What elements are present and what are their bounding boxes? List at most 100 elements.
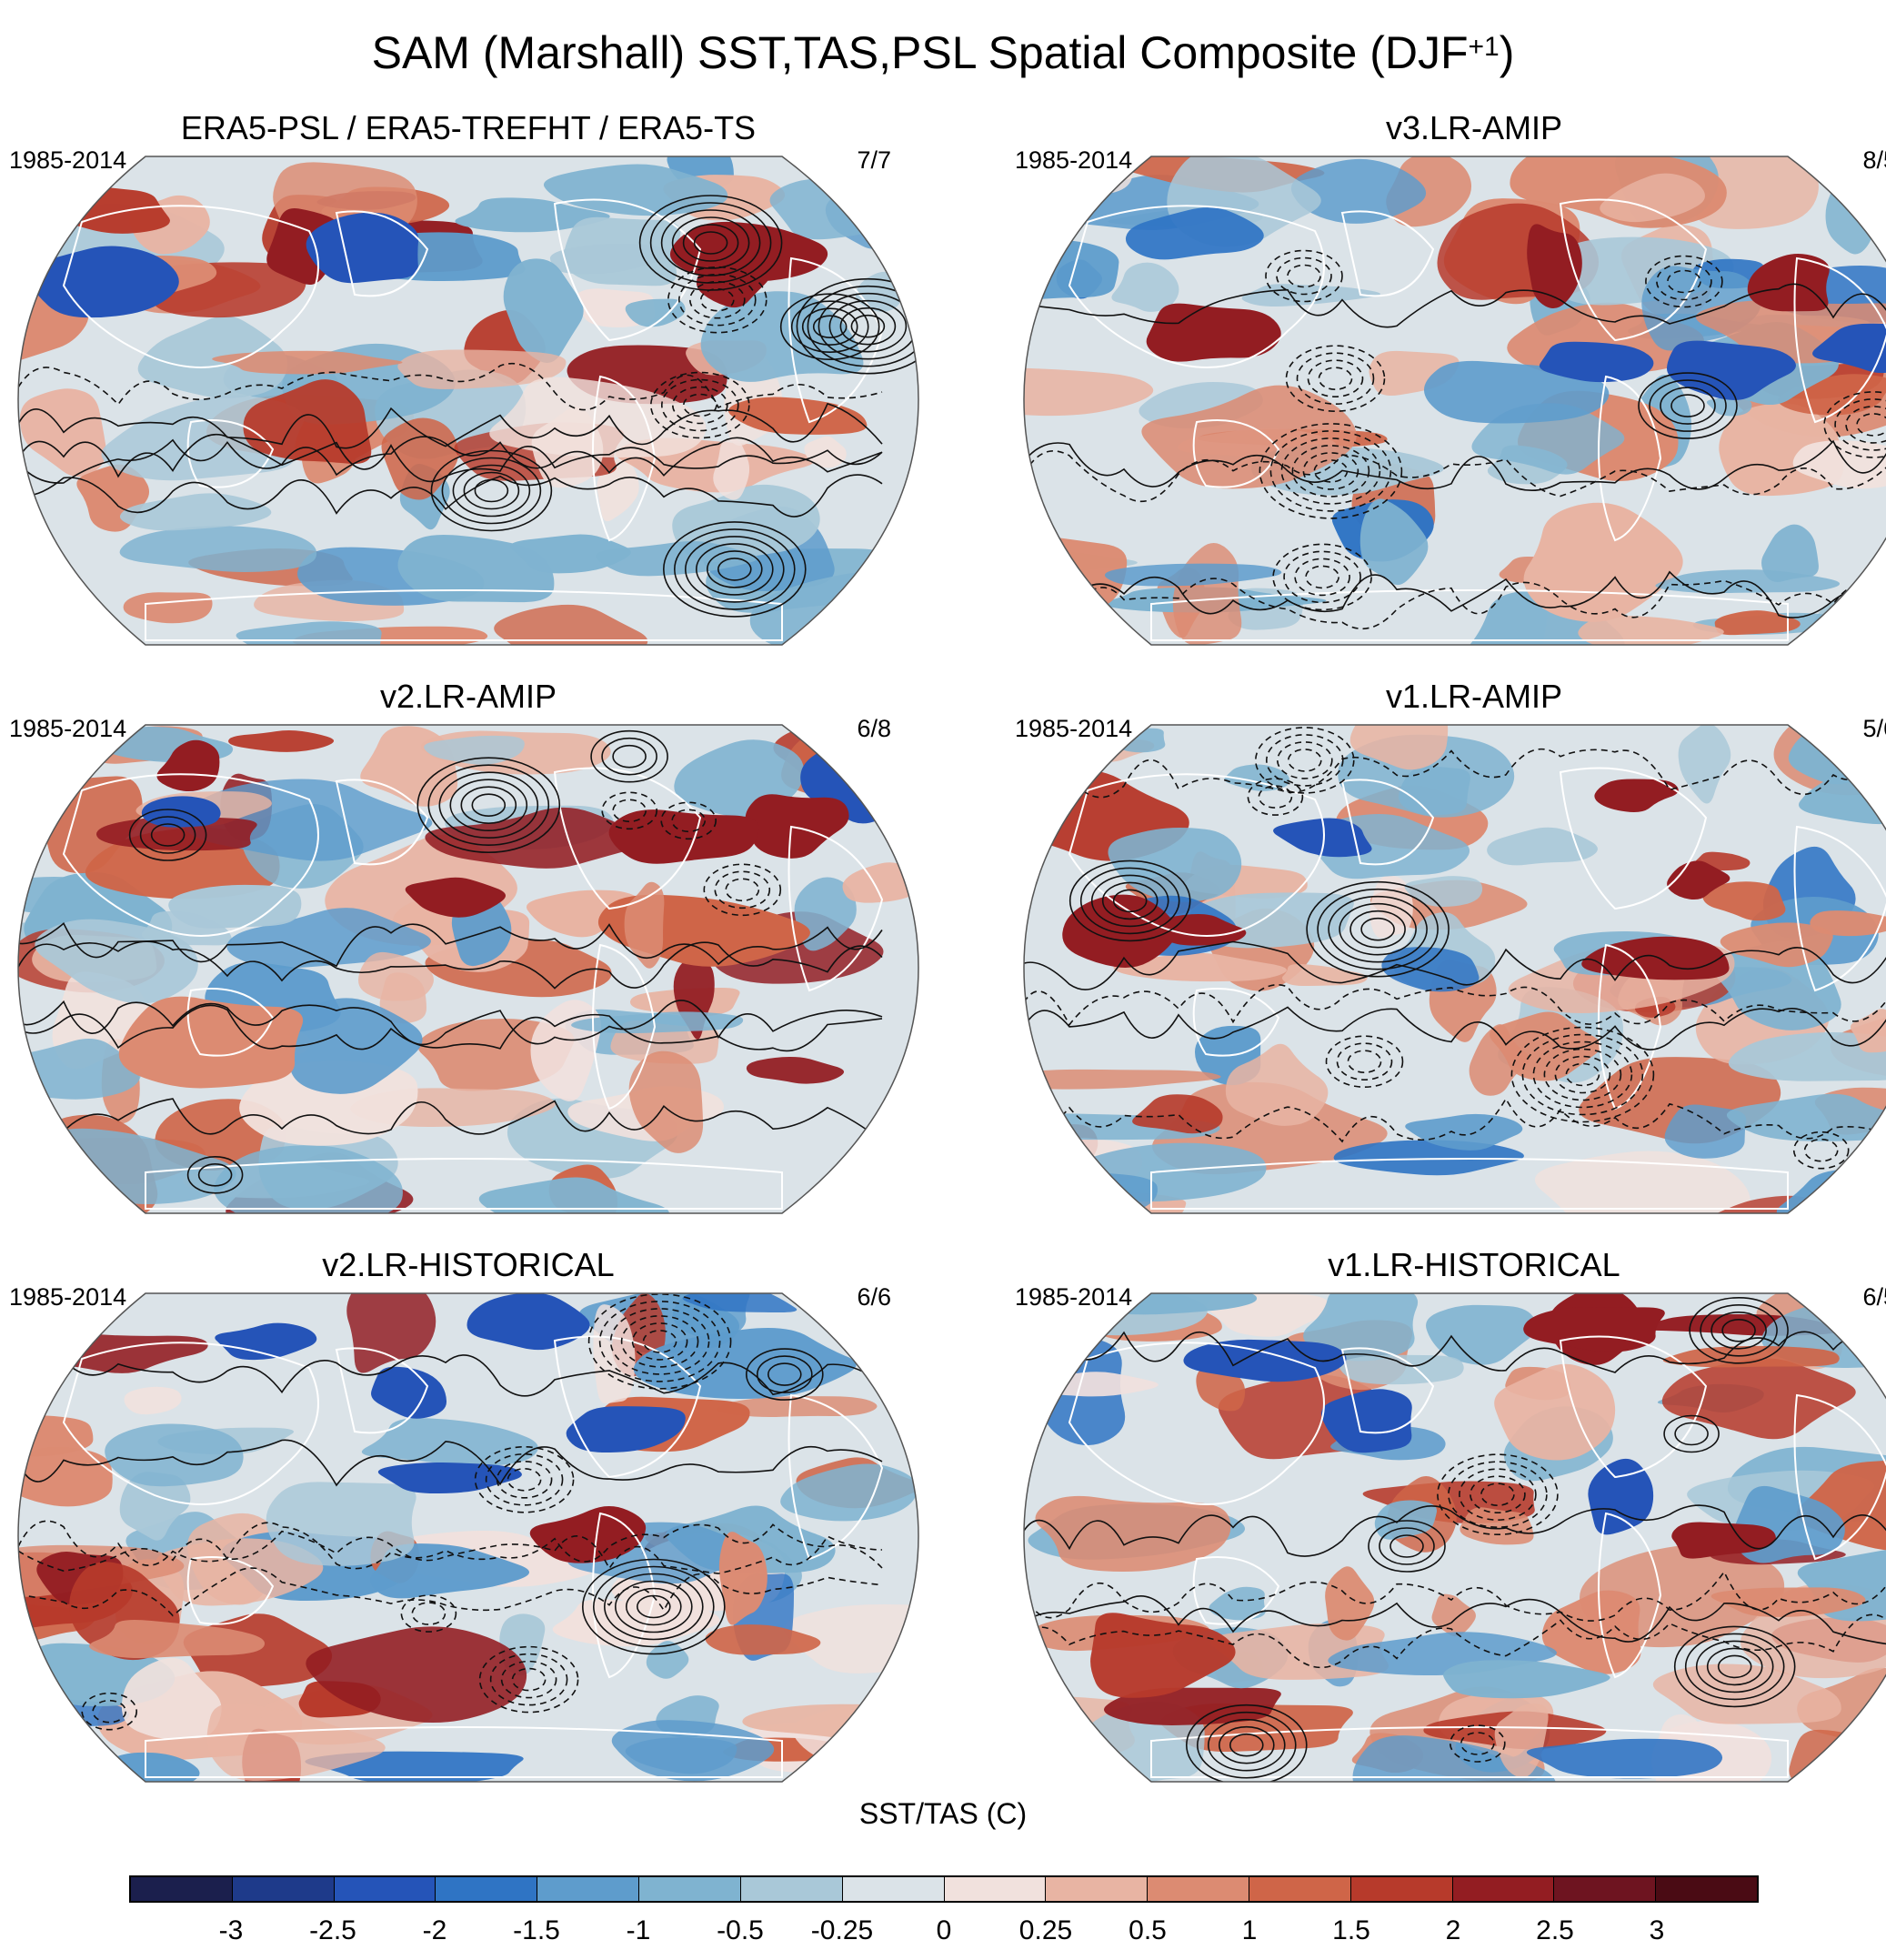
psl-contour-negative	[1269, 430, 1392, 512]
psl-contour-positive	[416, 757, 561, 853]
anomaly-region	[105, 1423, 244, 1487]
psl-contour-positive	[438, 771, 539, 839]
psl-contour	[1024, 570, 1886, 618]
map-border	[17, 724, 919, 1214]
psl-contour	[18, 402, 883, 449]
psl-contour-positive	[790, 300, 869, 353]
colorbar-tick-label: -1.5	[513, 1915, 560, 1945]
panel-title: v1.LR-HISTORICAL	[1328, 1246, 1620, 1283]
strong-anomaly-region	[306, 212, 419, 284]
psl-contour-negative	[714, 870, 771, 910]
psl-contour	[18, 362, 883, 411]
psl-contour-negative	[1656, 262, 1712, 301]
psl-contour-negative	[1265, 249, 1343, 303]
anomaly-region	[746, 1056, 845, 1084]
psl-contour-positive	[649, 202, 772, 284]
psl-contour-positive	[801, 307, 858, 346]
psl-contour-positive	[603, 1573, 704, 1641]
anomaly-region	[212, 350, 403, 375]
coastline	[1340, 1347, 1435, 1434]
psl-contour-positive	[625, 1587, 682, 1626]
strong-anomaly-region	[25, 246, 179, 318]
global-map	[1023, 1292, 1886, 1783]
colorbar-tick-label: 0	[936, 1915, 952, 1945]
psl-contour-negative	[1305, 565, 1339, 589]
psl-contour	[18, 1098, 883, 1143]
anomaly-region	[1374, 1500, 1438, 1540]
psl-contour-positive	[756, 1355, 813, 1393]
psl-contour-positive	[186, 1155, 244, 1194]
map-border	[1023, 156, 1886, 646]
psl-contour-negative	[1283, 550, 1361, 604]
psl-contour-negative	[1294, 558, 1350, 597]
psl-contour-positive	[449, 779, 528, 831]
anomaly-region	[828, 156, 918, 189]
psl-contour-negative	[1307, 359, 1364, 397]
psl-contour-negative	[601, 791, 658, 830]
psl-contour	[1024, 1504, 1886, 1557]
anomaly-region	[119, 526, 317, 572]
panel-title: v2.LR-HISTORICAL	[322, 1246, 615, 1283]
anomaly-region	[1339, 1354, 1464, 1385]
anomaly-region	[155, 1538, 324, 1606]
psl-contour	[18, 1439, 883, 1487]
psl-contour-positive	[1717, 1654, 1752, 1679]
anomaly-region	[799, 1297, 918, 1321]
coastline	[1559, 1335, 1708, 1479]
coastline	[788, 825, 884, 992]
anomaly-region	[1113, 952, 1287, 982]
colorbar-box	[231, 1877, 334, 1901]
psl-contour	[1024, 1331, 1886, 1373]
colorbar-box	[435, 1877, 537, 1901]
psl-contour-negative	[642, 1330, 677, 1353]
map-panel-v1-amip: v1.LR-AMIP 1985-2014 5/6	[1015, 678, 1886, 1232]
anomaly-region	[1125, 207, 1264, 260]
anomaly-region	[1404, 876, 1483, 908]
coastline	[1150, 1158, 1789, 1210]
psl-contour-negative	[489, 1653, 568, 1706]
panel-years: 1985-2014	[9, 146, 127, 174]
psl-contour-positive	[1068, 859, 1191, 942]
panel-count: 7/7	[857, 146, 891, 174]
psl-contour-negative	[1521, 1033, 1644, 1116]
anomaly-region	[137, 316, 287, 398]
psl-contour	[18, 1000, 883, 1046]
anomaly-region	[1710, 941, 1841, 1030]
coastline	[145, 589, 783, 641]
panel-years: 1985-2014	[1015, 146, 1133, 174]
global-map	[1023, 156, 1886, 646]
psl-contour-positive	[460, 786, 517, 824]
psl-contour	[1024, 748, 1886, 799]
anomaly-region	[1661, 1358, 1856, 1440]
anomaly-region	[168, 884, 302, 929]
panel-count: 6/6	[857, 1283, 891, 1311]
psl-contour	[1024, 450, 1886, 503]
psl-contour-negative	[1287, 749, 1322, 772]
psl-contour-positive	[1112, 889, 1148, 913]
strong-anomaly-region	[466, 1293, 590, 1351]
anomaly-region	[1399, 766, 1470, 816]
map-border	[1023, 724, 1886, 1214]
anomaly-region	[1224, 764, 1290, 791]
psl-contour	[1024, 439, 1886, 491]
psl-contour-positive	[1360, 917, 1395, 941]
strong-anomaly-region	[215, 1322, 317, 1361]
anomaly-region	[89, 1619, 266, 1659]
coastline	[1068, 205, 1325, 368]
strong-anomaly-region	[608, 809, 759, 864]
psl-contour-positive	[682, 224, 739, 262]
map-panel-v2-historical: v2.LR-HISTORICAL 1985-2014 6/6	[9, 1246, 928, 1801]
psl-contour-positive	[693, 231, 728, 255]
coastline	[1150, 589, 1789, 641]
coastline	[1150, 1726, 1789, 1778]
psl-contour	[18, 436, 883, 484]
anomaly-region	[1494, 1704, 1549, 1778]
anomaly-region	[1534, 1151, 1751, 1213]
anomaly-region	[1810, 910, 1886, 937]
anomaly-region	[1359, 498, 1429, 586]
anomaly-region	[96, 817, 257, 851]
psl-contour	[1024, 1097, 1886, 1143]
anomaly-region	[206, 1703, 386, 1782]
panel-years: 1985-2014	[9, 715, 127, 742]
coastline	[553, 198, 702, 342]
